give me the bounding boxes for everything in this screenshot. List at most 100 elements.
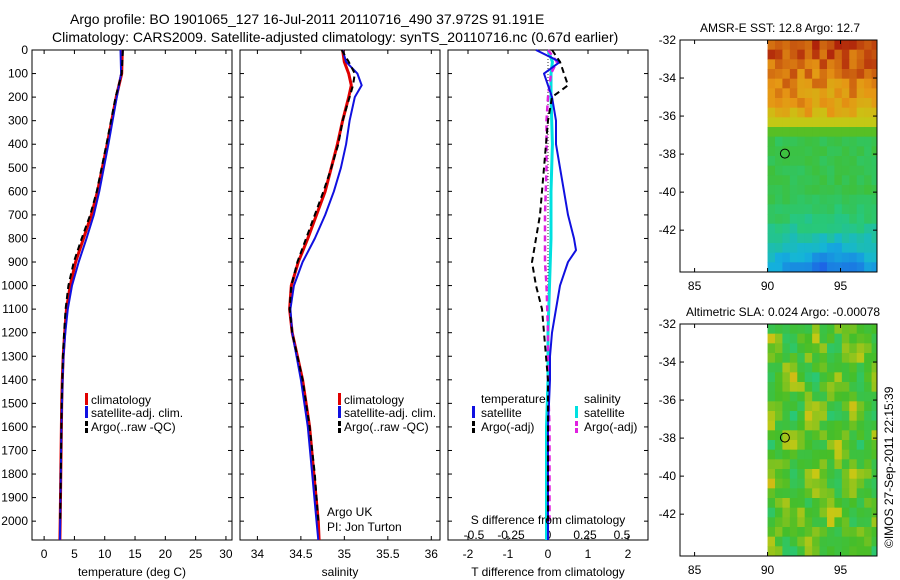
heatmap-cell xyxy=(871,40,877,51)
heatmap-cell xyxy=(767,401,776,412)
heatmap-cell xyxy=(871,185,877,196)
heatmap-cell xyxy=(774,353,784,364)
x-tick-label: 10 xyxy=(98,547,112,561)
heatmap-cell xyxy=(834,146,843,157)
argo-float-marker xyxy=(779,432,790,443)
sla-heatmap xyxy=(767,324,877,556)
heatmap-cell xyxy=(864,98,873,109)
heatmap-cell xyxy=(789,204,798,215)
heatmap-cell xyxy=(804,507,813,518)
heatmap-cell xyxy=(789,498,798,509)
heatmap-cell xyxy=(834,233,843,244)
heatmap-cell xyxy=(849,136,858,147)
heatmap-cell xyxy=(841,175,850,186)
map-y-tick-label: -36 xyxy=(659,109,677,123)
heatmap-cell xyxy=(834,469,843,480)
salinity-difference-tick-label: -0.5 xyxy=(464,528,485,542)
heatmap-cell xyxy=(812,69,821,80)
heatmap-cell xyxy=(849,194,858,205)
heatmap-cell xyxy=(841,391,850,402)
heatmap-cell xyxy=(826,146,836,157)
heatmap-cell xyxy=(789,401,798,412)
heatmap-cell xyxy=(841,69,850,80)
heatmap-cell xyxy=(774,517,784,528)
heatmap-cell xyxy=(834,98,843,109)
heatmap-cell xyxy=(804,536,813,547)
heatmap-cell xyxy=(774,430,784,441)
heatmap-cell xyxy=(826,49,836,60)
heatmap-cell xyxy=(767,353,776,364)
heatmap-cell xyxy=(812,49,821,60)
heatmap-cell xyxy=(819,107,828,118)
heatmap-cell xyxy=(782,353,791,364)
heatmap-cell xyxy=(871,262,877,272)
heatmap-cell xyxy=(849,353,858,364)
legend-swatch-satellite xyxy=(85,406,88,418)
heatmap-cell xyxy=(812,440,821,451)
heatmap-cell xyxy=(871,420,877,431)
heatmap-cell xyxy=(834,78,843,89)
heatmap-cell xyxy=(789,88,798,99)
heatmap-cell xyxy=(774,194,784,205)
heatmap-cell xyxy=(812,536,821,547)
y-tick-label: 400 xyxy=(8,137,28,151)
x-tick-label: -1 xyxy=(503,547,514,561)
heatmap-cell xyxy=(841,243,850,254)
heatmap-cell xyxy=(774,243,784,254)
heatmap-cell xyxy=(782,156,791,167)
heatmap-cell xyxy=(797,498,806,509)
heatmap-cell xyxy=(826,98,836,109)
heatmap-cell xyxy=(804,49,813,60)
heatmap-cell xyxy=(849,324,858,335)
heatmap-cell xyxy=(789,40,798,51)
heatmap-cell xyxy=(789,107,798,118)
heatmap-cell xyxy=(767,127,776,138)
heatmap-cell xyxy=(797,449,806,460)
heatmap-cell xyxy=(856,127,865,138)
heatmap-cell xyxy=(819,127,828,138)
heatmap-cell xyxy=(767,498,776,509)
heatmap-cell xyxy=(819,252,828,263)
heatmap-cell xyxy=(826,391,836,402)
heatmap-cell xyxy=(871,498,877,509)
heatmap-cell xyxy=(797,252,806,263)
heatmap-cell xyxy=(849,488,858,499)
heatmap-cell xyxy=(789,214,798,225)
heatmap-cell xyxy=(774,252,784,263)
heatmap-cell xyxy=(767,214,776,225)
heatmap-cell xyxy=(797,478,806,489)
heatmap-cell xyxy=(819,49,828,60)
heatmap-cell xyxy=(834,507,843,518)
temperature-legend: climatology satellite-adj. clim. Argo(..… xyxy=(85,393,183,434)
heatmap-cell xyxy=(789,488,798,499)
heatmap-cell xyxy=(849,156,858,167)
heatmap-cell xyxy=(864,372,873,383)
heatmap-cell xyxy=(834,88,843,99)
heatmap-cell xyxy=(819,262,828,272)
heatmap-cell xyxy=(782,469,791,480)
heatmap-cell xyxy=(826,459,836,470)
heatmap-cell xyxy=(767,117,776,128)
heatmap-cell xyxy=(826,88,836,99)
heatmap-cell xyxy=(804,117,813,128)
heatmap-cell xyxy=(834,243,843,254)
heatmap-cell xyxy=(774,459,784,470)
heatmap-cell xyxy=(871,243,877,254)
heatmap-cell xyxy=(774,536,784,547)
heatmap-cell xyxy=(819,165,828,176)
heatmap-cell xyxy=(782,459,791,470)
heatmap-cell xyxy=(812,527,821,538)
heatmap-cell xyxy=(841,478,850,489)
heatmap-cell xyxy=(812,362,821,373)
heatmap-cell xyxy=(774,136,784,147)
heatmap-cell xyxy=(871,478,877,489)
heatmap-cell xyxy=(797,469,806,480)
heatmap-cell xyxy=(834,252,843,263)
heatmap-cell xyxy=(849,175,858,186)
series-line-temperature-satellite xyxy=(535,49,577,540)
heatmap-cell xyxy=(849,59,858,70)
y-tick-label: 1300 xyxy=(1,349,28,363)
sst-map-frame xyxy=(679,39,878,273)
heatmap-cell xyxy=(797,98,806,109)
